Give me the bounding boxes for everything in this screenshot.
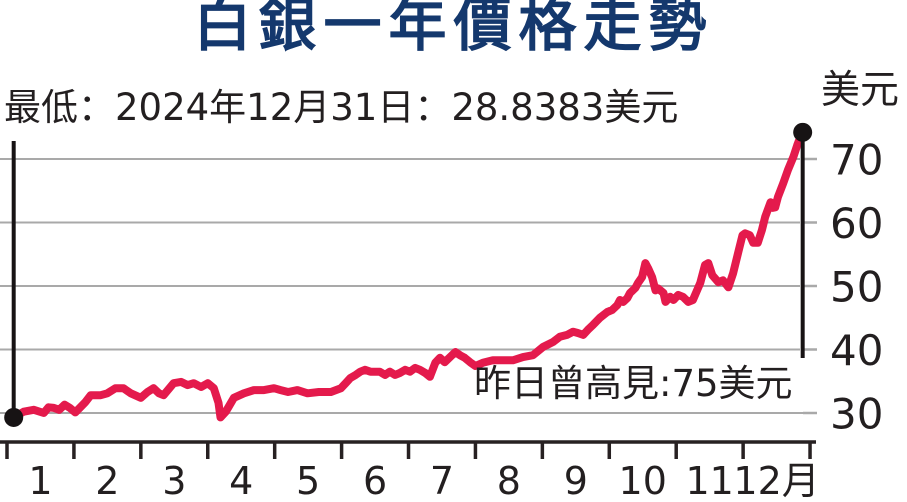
month-label-5: 5: [296, 459, 320, 502]
y-tick-label-70: 70: [830, 136, 883, 185]
high-point-dot: [793, 122, 813, 142]
y-tick-label-60: 60: [830, 199, 883, 248]
month-label-6: 6: [363, 459, 387, 502]
month-label-7: 7: [430, 459, 454, 502]
price-line: [9, 128, 807, 422]
month-label-12月: 12月: [733, 459, 819, 502]
y-axis-unit-label: 美元: [820, 68, 899, 113]
low-point-dot: [4, 407, 24, 427]
month-label-11: 11: [685, 459, 733, 502]
month-label-3: 3: [162, 459, 186, 502]
month-label-10: 10: [619, 459, 667, 502]
yesterday-high-annotation: 昨日曾高見:75美元: [474, 362, 793, 405]
month-label-2: 2: [95, 459, 119, 502]
page-title: 白銀一年價格走勢: [193, 0, 714, 59]
lowest-price-annotation: 最低：2024年12月31日：28.8383美元: [4, 86, 679, 129]
month-label-4: 4: [229, 459, 253, 502]
month-label-1: 1: [28, 459, 52, 502]
y-tick-label-50: 50: [830, 263, 883, 312]
y-tick-label-30: 30: [830, 390, 883, 439]
month-label-8: 8: [497, 459, 521, 502]
y-tick-label-40: 40: [830, 326, 883, 375]
month-label-9: 9: [564, 459, 588, 502]
